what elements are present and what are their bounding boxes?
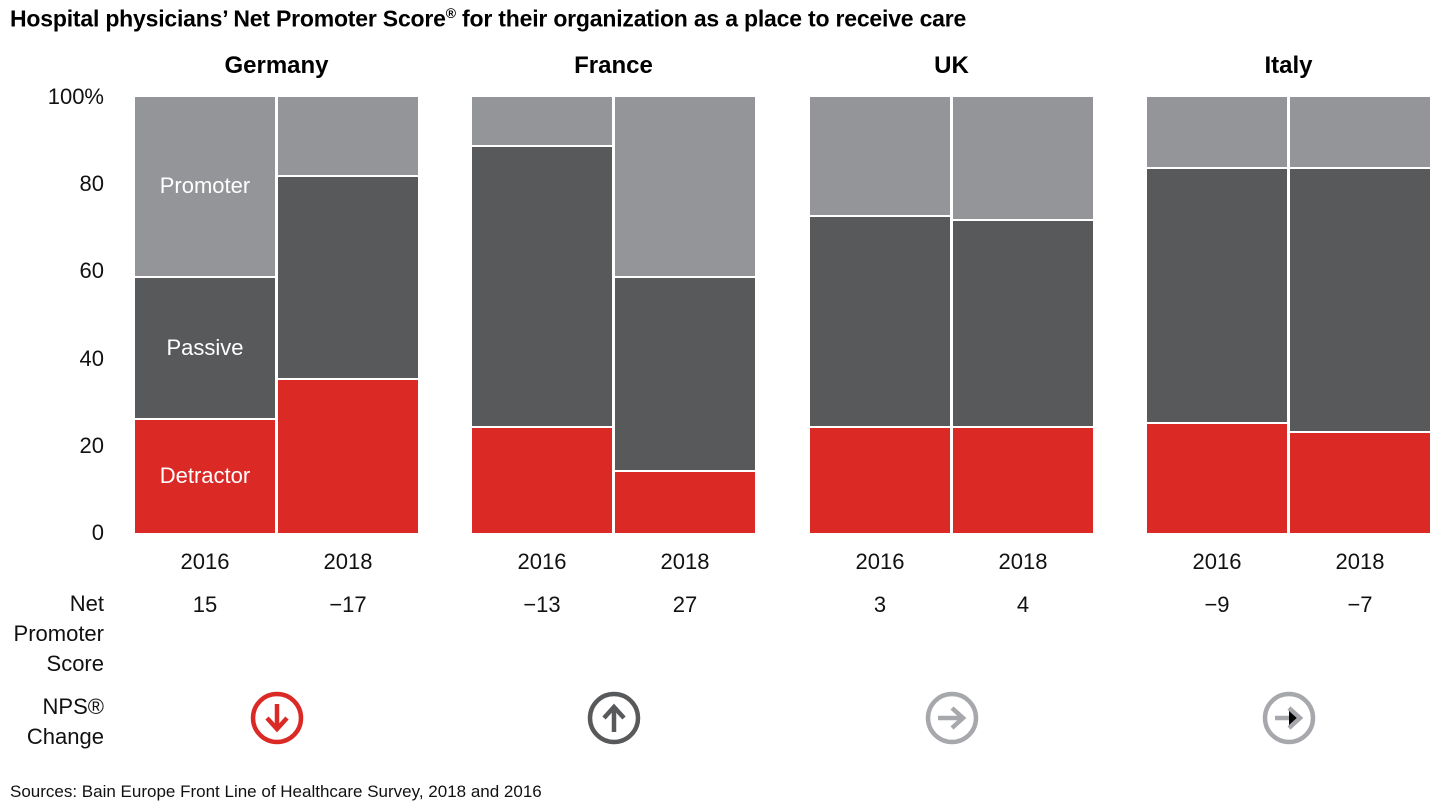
nps-change-flat-icon	[925, 691, 979, 745]
passive-segment	[472, 144, 612, 429]
promoter-segment	[953, 97, 1093, 220]
chart-title: Hospital physicians’ Net Promoter Score®…	[10, 5, 966, 33]
chart-group-france: France 2016 2018 −13 27	[472, 0, 755, 810]
nps-change-up-icon	[587, 691, 641, 745]
stacked-bar-france-2016	[472, 97, 612, 533]
sources-note: Sources: Bain Europe Front Line of Healt…	[10, 782, 542, 801]
nps-change-down-icon	[250, 691, 304, 745]
y-tick-100: 100%	[47, 84, 104, 109]
year-labels: 2016 2018	[810, 549, 1093, 575]
year-label-2018: 2018	[323, 549, 373, 574]
year-label-2016: 2016	[1192, 549, 1242, 574]
stacked-bar-uk-2018	[953, 97, 1093, 533]
promoter-segment	[1147, 97, 1287, 167]
year-label-2018: 2018	[998, 549, 1048, 574]
year-label-2018: 2018	[1335, 549, 1385, 574]
bar-pair	[1147, 97, 1430, 533]
nps-value-2016: −9	[1204, 592, 1230, 617]
nps-value-2016: −13	[523, 592, 561, 617]
passive-segment	[1290, 166, 1430, 433]
detractor-segment	[810, 428, 950, 533]
bar-pair: Promoter Passive Detractor	[135, 97, 418, 533]
nps-value-2016: 15	[192, 592, 218, 617]
bar-pair	[810, 97, 1093, 533]
promoter-segment	[810, 97, 950, 215]
y-tick-80: 80	[79, 171, 104, 196]
country-title-germany: Germany	[224, 52, 329, 79]
stacked-bar-germany-2018	[278, 97, 418, 533]
detractor-segment	[1290, 432, 1430, 533]
chart-title-main: Hospital physicians’ Net Promoter Score	[10, 5, 446, 32]
nps-values: 15 −17	[135, 592, 418, 618]
y-tick-40: 40	[79, 346, 104, 371]
detractor-label: Detractor	[159, 463, 251, 489]
year-label-2016: 2016	[180, 549, 230, 574]
nps-values: 3 4	[810, 592, 1093, 618]
promoter-segment	[472, 97, 612, 145]
chart-group-uk: UK 2016 2018 3 4	[810, 0, 1093, 810]
nps-values: −9 −7	[1147, 592, 1430, 618]
nps-change-row-label: NPS® Change	[26, 694, 104, 749]
year-label-2016: 2016	[855, 549, 905, 574]
nps-value-2016: 3	[873, 592, 887, 617]
passive-segment	[615, 275, 755, 472]
y-tick-20: 20	[79, 433, 104, 458]
nps-change-flat-icon	[1262, 691, 1316, 745]
country-title-uk: UK	[934, 52, 969, 79]
nps-values: −13 27	[472, 592, 755, 618]
bar-pair	[472, 97, 755, 533]
y-tick-0: 0	[91, 520, 104, 545]
chart-group-italy: Italy 2016 2018 −9 −7	[1147, 0, 1430, 810]
promoter-segment	[615, 97, 755, 276]
promoter-segment: Promoter	[135, 97, 275, 276]
net-promoter-score-row-label: Net Promoter Score	[13, 591, 104, 676]
stacked-bar-uk-2016	[810, 97, 950, 533]
year-label-2016: 2016	[517, 549, 567, 574]
stacked-bar-germany-2016: Promoter Passive Detractor	[135, 97, 275, 533]
nps-value-2018: −17	[329, 592, 367, 617]
promoter-segment	[1290, 97, 1430, 167]
country-title-italy: Italy	[1264, 52, 1313, 79]
country-title-france: France	[574, 52, 653, 79]
year-labels: 2016 2018	[135, 549, 418, 575]
passive-segment	[278, 175, 418, 381]
nps-value-2018: −7	[1347, 592, 1373, 617]
passive-segment	[953, 219, 1093, 429]
stacked-bar-france-2018	[615, 97, 755, 533]
chart-group-germany: Germany Promoter Passive Detractor 2016 …	[135, 0, 418, 810]
detractor-segment	[953, 428, 1093, 533]
detractor-segment	[615, 471, 755, 533]
promoter-label: Promoter	[159, 173, 251, 199]
detractor-segment	[472, 428, 612, 533]
year-labels: 2016 2018	[472, 549, 755, 575]
year-labels: 2016 2018	[1147, 549, 1430, 575]
stacked-bar-italy-2016	[1147, 97, 1287, 533]
passive-segment	[1147, 166, 1287, 424]
nps-value-2018: 4	[1016, 592, 1030, 617]
registered-trademark-symbol: ®	[445, 5, 456, 21]
nps-value-2018: 27	[672, 592, 698, 617]
promoter-segment	[278, 97, 418, 176]
passive-segment: Passive	[135, 275, 275, 420]
chart-title-rest: for their organization as a place to rec…	[455, 5, 967, 32]
year-label-2018: 2018	[660, 549, 710, 574]
detractor-segment: Detractor	[135, 419, 275, 533]
y-tick-60: 60	[79, 258, 104, 283]
detractor-segment	[1147, 423, 1287, 533]
detractor-segment	[278, 380, 418, 533]
passive-segment	[810, 214, 950, 429]
stacked-bar-italy-2018	[1290, 97, 1430, 533]
passive-label: Passive	[166, 334, 244, 360]
